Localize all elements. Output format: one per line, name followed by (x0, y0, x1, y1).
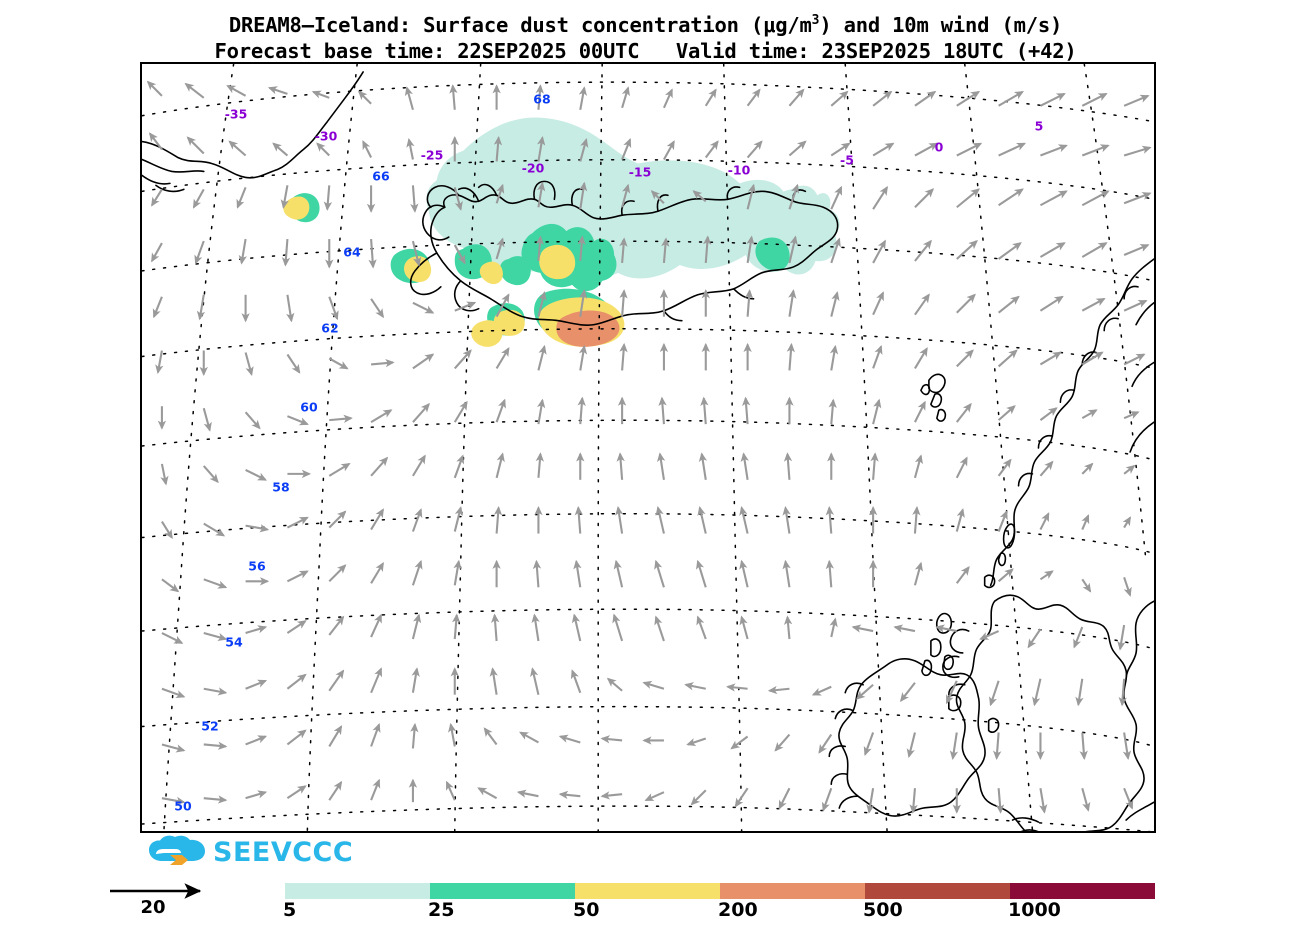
colorbar-band-50 (575, 883, 720, 899)
colorbar-band-5 (285, 883, 430, 899)
colorbar-tick-200: 200 (718, 899, 758, 921)
colorbar-tick-50: 50 (573, 899, 600, 921)
title-line-2: Forecast base time: 22SEP2025 00UTC Vali… (214, 38, 1077, 63)
wind-reference-arrow (110, 883, 202, 899)
logo-text: SEEVCCC (213, 836, 354, 868)
map-canvas (142, 64, 1154, 831)
colorbar-tick-25: 25 (428, 899, 455, 921)
wind-reference-label: 20 (140, 897, 166, 918)
chart-title-block: DREAM8—Iceland: Surface dust concentrati… (0, 8, 1291, 64)
dust-colorbar[interactable] (285, 883, 1155, 899)
cloud-icon (149, 835, 205, 865)
colorbar-tick-500: 500 (863, 899, 903, 921)
colorbar-tick-1000: 1000 (1008, 899, 1061, 921)
map-plot-area[interactable]: 68 66 64 62 60 58 56 54 52 50 -35 -30 -2… (140, 62, 1156, 833)
colorbar-tick-5: 5 (283, 899, 297, 921)
wind-vector-field (146, 80, 1152, 814)
title-line-1: DREAM8—Iceland: Surface dust concentrati… (228, 12, 1063, 37)
colorbar-band-500 (865, 883, 1010, 899)
dust-concentration-field (283, 117, 840, 347)
colorbar-band-25 (430, 883, 575, 899)
seevccc-logo[interactable]: SEEVCCC (148, 833, 353, 871)
colorbar-band-200 (720, 883, 865, 899)
colorbar-band-1000 (1010, 883, 1155, 899)
